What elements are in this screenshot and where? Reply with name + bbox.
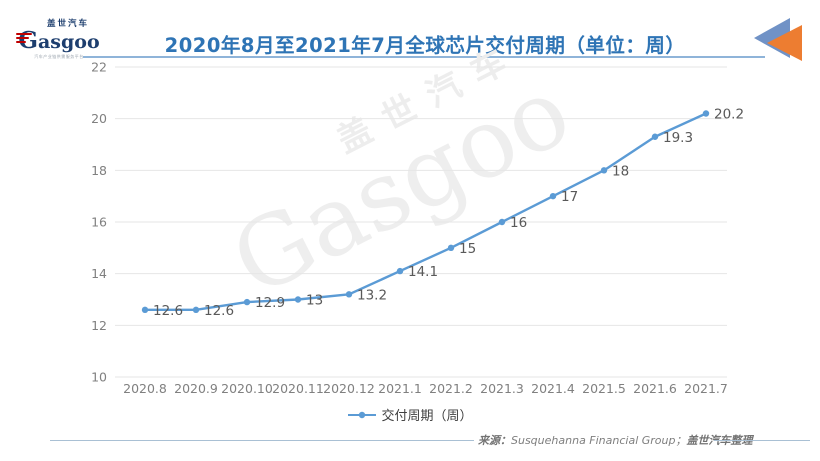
data-label: 12.6 xyxy=(153,303,183,319)
y-tick-label: 12 xyxy=(91,318,107,333)
data-point xyxy=(702,110,710,117)
data-label: 18 xyxy=(612,163,629,179)
logo-chinese-name: 盖世汽车 xyxy=(46,19,89,29)
y-tick-label: 20 xyxy=(91,111,107,126)
y-tick-label: 22 xyxy=(91,60,107,75)
line-chart: 10 12 14 16 18 20 22 2020.8 2020.9 2020.10 2020.11… xyxy=(91,60,744,397)
data-point xyxy=(651,133,659,140)
gasgoo-logo: 盖世汽车 Gasgoo 汽车产业链供需服务平台 xyxy=(16,17,102,60)
data-label: 12.6 xyxy=(204,303,234,319)
title-underline xyxy=(83,56,765,58)
corner-triangles-icon xyxy=(754,18,802,61)
source-english: Susquehanna Financial Group； xyxy=(511,434,687,447)
x-tick-label: 2020.11 xyxy=(272,381,324,396)
series-line xyxy=(145,112,707,312)
x-tick-label: 2021.2 xyxy=(429,381,473,396)
legend-line-marker-icon xyxy=(348,411,377,418)
x-tick-label: 2021.3 xyxy=(480,381,524,396)
chart-legend: 交付周期（周） xyxy=(0,405,820,424)
footer-rule-right xyxy=(714,440,810,441)
logo-stripes-icon xyxy=(16,33,32,44)
legend-label: 交付周期（周） xyxy=(381,409,473,424)
data-point xyxy=(243,298,251,306)
x-tick-label: 2020.12 xyxy=(323,381,375,396)
logo-tagline: 汽车产业链供需服务平台 xyxy=(34,54,84,59)
x-tick-label: 2020.8 xyxy=(123,381,167,396)
data-point xyxy=(345,291,353,298)
x-tick-label: 2021.1 xyxy=(378,381,422,396)
logo-rest: asgoo xyxy=(38,31,100,53)
data-label: 15 xyxy=(459,241,476,257)
x-tick-label: 2021.4 xyxy=(531,381,575,396)
footer-rule-left xyxy=(50,440,474,441)
y-tick-label: 10 xyxy=(91,370,107,385)
data-point xyxy=(396,267,404,275)
data-label: 16 xyxy=(510,215,527,231)
source-label: 来源： xyxy=(478,434,511,447)
data-point xyxy=(192,306,200,314)
data-point xyxy=(498,218,506,226)
logo-wordmark: Gasgoo xyxy=(16,29,102,52)
data-point xyxy=(447,244,455,252)
y-tick-label: 16 xyxy=(91,215,107,230)
data-label: 13.2 xyxy=(357,287,387,303)
y-tick-label: 18 xyxy=(91,163,107,178)
data-label: 14.1 xyxy=(408,264,438,280)
data-label: 20.2 xyxy=(714,107,744,123)
data-point xyxy=(549,192,557,200)
x-tick-label: 2020.10 xyxy=(221,381,273,396)
data-point xyxy=(141,306,149,314)
x-tick-label: 2021.6 xyxy=(633,381,677,396)
page-title: 2020年8月至2021年7月全球芯片交付周期（单位：周） xyxy=(164,34,686,57)
data-point xyxy=(294,296,302,303)
y-tick-label: 14 xyxy=(91,266,107,281)
source-note: 来源：Susquehanna Financial Group；盖世汽车整理 xyxy=(478,432,753,448)
data-label: 12.9 xyxy=(255,295,285,311)
x-tick-label: 2021.7 xyxy=(684,381,728,396)
data-label: 17 xyxy=(561,189,578,205)
data-point xyxy=(600,167,608,174)
footer: 来源：Susquehanna Financial Group；盖世汽车整理 xyxy=(0,431,820,451)
x-tick-label: 2021.5 xyxy=(582,381,626,396)
x-tick-label: 2020.9 xyxy=(174,381,218,396)
data-label: 13 xyxy=(306,293,323,309)
data-label: 19.3 xyxy=(663,130,693,146)
